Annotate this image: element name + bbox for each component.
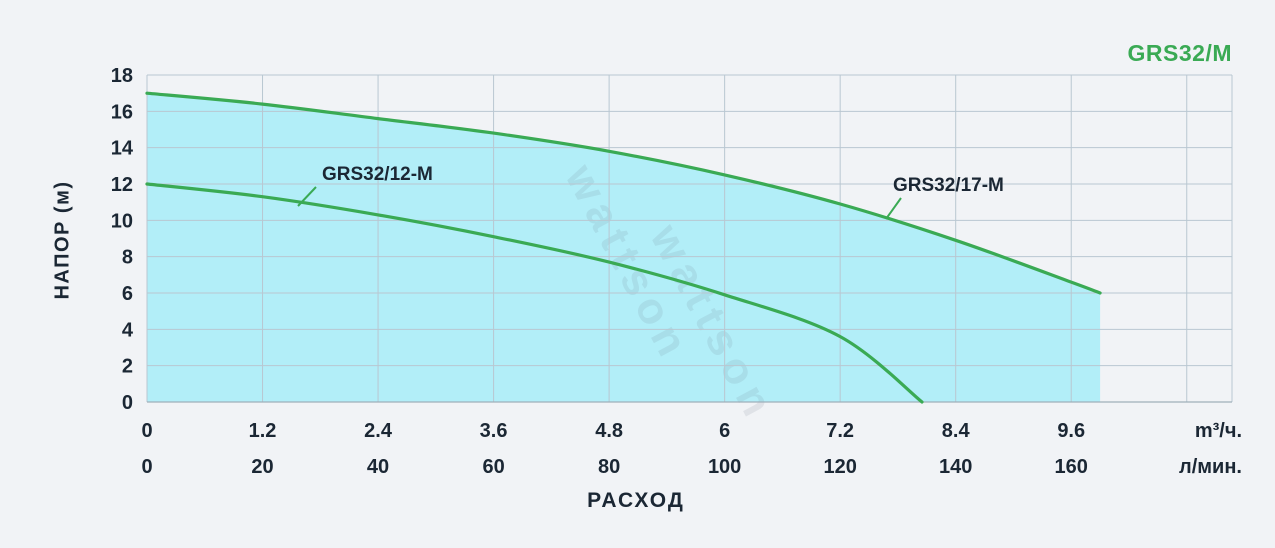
- x-tick-label-lmin: 20: [251, 456, 273, 478]
- x-tick-label-m3h: 9.6: [1057, 420, 1085, 442]
- x-tick-label-lmin: 80: [598, 456, 620, 478]
- y-tick-label: 16: [111, 101, 133, 123]
- y-tick-label: 2: [122, 356, 133, 378]
- y-axis-label: НАПОР (м): [51, 180, 74, 300]
- x-tick-label-m3h: 3.6: [480, 420, 508, 442]
- curve-label-grs32-12-m: GRS32/12-M: [322, 164, 433, 185]
- pump-curve-grs32-17-m: [145, 91, 1102, 295]
- y-tick-label: 4: [122, 319, 134, 341]
- x-tick-label-m3h: 8.4: [942, 420, 971, 442]
- x-tick-label-m3h: 6: [719, 420, 730, 442]
- y-tick-label: 12: [111, 174, 133, 196]
- curve-label-grs32-17-m: GRS32/17-M: [893, 175, 1004, 196]
- x-tick-label-m3h: 2.4: [364, 420, 393, 442]
- curve-fill-area: [147, 93, 1101, 402]
- x-unit-m3h: m³/ч.: [1195, 420, 1242, 442]
- y-tick-label: 18: [111, 65, 133, 87]
- x-tick-label-lmin: 140: [939, 456, 972, 478]
- x-tick-label-m3h: 4.8: [595, 420, 623, 442]
- x-tick-label-lmin: 160: [1055, 456, 1088, 478]
- y-tick-label: 14: [111, 138, 134, 160]
- x-unit-lmin: л/мин.: [1179, 456, 1242, 478]
- x-tick-label-m3h: 7.2: [826, 420, 854, 442]
- x-tick-label-m3h: 0: [141, 420, 152, 442]
- curve-label-leader: [297, 186, 317, 207]
- x-tick-label-lmin: 60: [482, 456, 504, 478]
- pump-curve-grs32-12-m: [145, 182, 924, 404]
- y-tick-label: 0: [122, 392, 133, 414]
- y-tick-label: 10: [111, 210, 133, 232]
- x-tick-label-lmin: 0: [141, 456, 152, 478]
- x-tick-label-lmin: 120: [823, 456, 856, 478]
- curve-label-leader: [885, 197, 902, 220]
- x-tick-label-m3h: 1.2: [249, 420, 277, 442]
- y-tick-label: 6: [122, 283, 133, 305]
- x-tick-label-lmin: 100: [708, 456, 741, 478]
- chart-title: GRS32/M: [1127, 40, 1232, 66]
- y-tick-label: 8: [122, 247, 133, 269]
- x-tick-label-lmin: 40: [367, 456, 389, 478]
- x-axis-label: РАСХОД: [587, 489, 685, 512]
